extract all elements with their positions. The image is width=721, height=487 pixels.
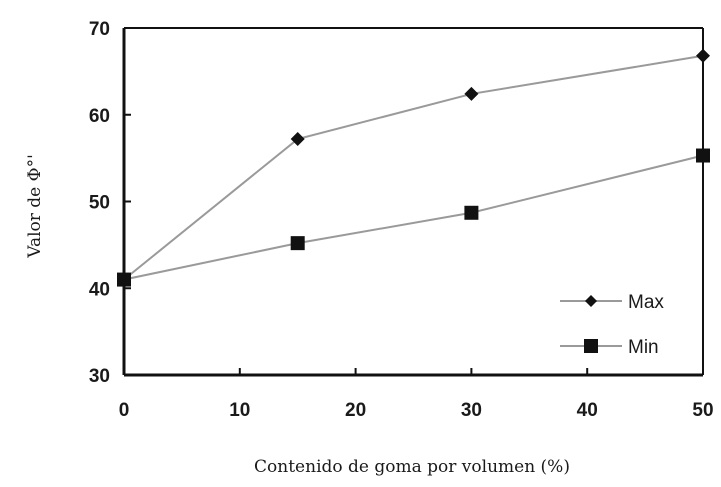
series-line-max [123, 54, 704, 281]
y-tick-label: 70 [89, 19, 110, 40]
ticks: 0 10 20 30 40 50 30 40 50 60 70 [89, 19, 714, 421]
y-tick-label: 40 [89, 279, 110, 300]
y-tick-label: 50 [89, 193, 110, 214]
x-tick-label: 20 [345, 400, 366, 421]
data-point-max [290, 132, 305, 147]
x-tick-label: 30 [461, 400, 482, 421]
y-axis-title: Valor de Φ°' [25, 154, 45, 259]
x-tick-label: 40 [577, 400, 598, 421]
legend-marker-max-diamond-icon [585, 295, 597, 307]
series-line-min [123, 154, 704, 281]
data-point-max [464, 86, 479, 101]
data-point-min [290, 236, 305, 251]
x-tick-label: 50 [692, 400, 713, 421]
legend-label-min: Min [628, 337, 659, 358]
data-point-min [696, 148, 710, 163]
series [117, 48, 710, 287]
x-axis-title: Contenido de goma por volumen (%) [254, 457, 570, 477]
x-tick-label: 0 [119, 400, 130, 421]
y-tick-label: 30 [89, 366, 110, 387]
legend-label-max: Max [628, 292, 664, 313]
data-point-max [696, 48, 710, 63]
data-point-min [117, 272, 131, 287]
y-tick-label: 60 [89, 106, 110, 127]
axes [122, 27, 704, 377]
legend: Max Min [560, 292, 664, 358]
data-point-min [464, 205, 479, 220]
x-tick-label: 10 [229, 400, 250, 421]
legend-marker-min-square-icon [584, 339, 598, 353]
